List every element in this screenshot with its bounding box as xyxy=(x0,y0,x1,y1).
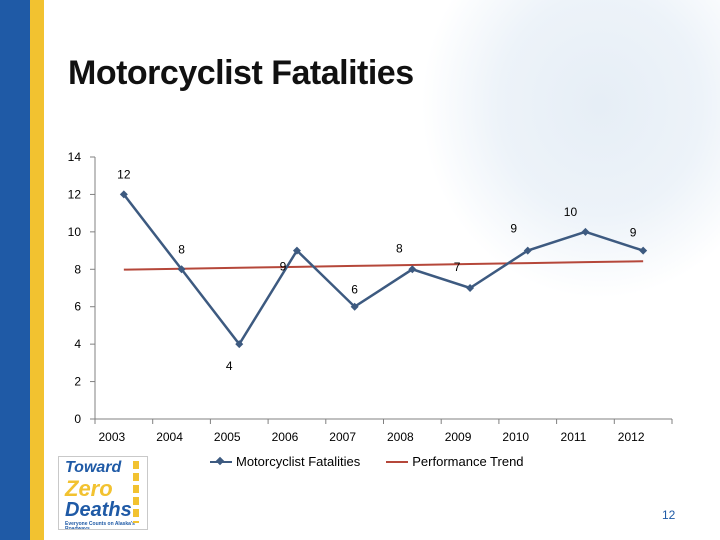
y-tick-label: 12 xyxy=(68,187,82,201)
chart-axes: 0 2 4 6 8 10 12 14 2003 2004 2005 2006 2007 2008 2009 2… xyxy=(68,150,673,444)
logo-line-3: Deaths xyxy=(65,499,132,521)
data-label: 9 xyxy=(630,226,637,240)
logo-road-stripe xyxy=(133,461,139,523)
x-tick-label: 2011 xyxy=(561,430,587,444)
data-label: 8 xyxy=(178,242,185,256)
page-number: 12 xyxy=(662,508,676,522)
logo-tagline: Everyone Counts on Alaska's Roadways xyxy=(65,521,135,530)
legend-item-trend: Performance Trend xyxy=(386,454,524,469)
fatalities-point xyxy=(177,265,186,274)
data-label: 7 xyxy=(454,260,461,274)
fatalities-point xyxy=(639,246,648,255)
y-tick-label: 14 xyxy=(68,150,82,164)
x-tick-label: 2006 xyxy=(272,430,299,444)
logo-line-1: Toward xyxy=(65,459,122,476)
data-label: 12 xyxy=(117,167,131,181)
fatalities-point xyxy=(408,265,417,274)
x-tick-label: 2004 xyxy=(156,430,183,444)
fatalities-point xyxy=(292,246,301,255)
map-watermark xyxy=(420,0,720,300)
fatalities-point xyxy=(523,246,532,255)
data-label: 6 xyxy=(351,283,358,297)
x-tick-label: 2003 xyxy=(98,430,125,444)
fatalities-series xyxy=(119,190,648,349)
slide-title: Motorcyclist Fatalities xyxy=(68,54,414,92)
y-tick-label: 6 xyxy=(74,300,81,314)
logo-line-2: Zero xyxy=(65,476,113,501)
legend-label-trend: Performance Trend xyxy=(412,454,524,469)
legend-item-fatalities: Motorcyclist Fatalities xyxy=(210,454,360,469)
x-tick-label: 2012 xyxy=(618,430,645,444)
fatalities-point xyxy=(581,227,590,236)
x-tick-label: 2005 xyxy=(214,430,241,444)
data-label: 9 xyxy=(280,260,287,274)
y-tick-label: 10 xyxy=(68,225,82,239)
data-label: 9 xyxy=(510,222,517,236)
legend-swatch-trend xyxy=(386,456,409,468)
fatalities-point xyxy=(235,340,244,349)
x-tick-label: 2009 xyxy=(445,430,472,444)
trend-line xyxy=(123,260,644,271)
data-labels: 12 8 4 9 6 8 7 9 10 9 xyxy=(117,167,637,373)
data-label: 10 xyxy=(564,205,578,219)
legend-label-fatalities: Motorcyclist Fatalities xyxy=(236,454,361,469)
x-tick-label: 2008 xyxy=(387,430,414,444)
y-tick-label: 0 xyxy=(74,412,81,426)
data-label: 4 xyxy=(226,359,233,373)
performance-trend-series xyxy=(123,260,644,271)
y-tick-label: 2 xyxy=(74,375,81,389)
fatalities-point xyxy=(350,302,359,311)
fatalities-line xyxy=(122,193,644,347)
chart-legend: Motorcyclist Fatalities Performance Tren… xyxy=(210,454,550,469)
toward-zero-deaths-logo: Toward Zero Deaths Everyone Counts on Al… xyxy=(58,456,148,530)
data-label: 8 xyxy=(396,241,403,255)
fatalities-point xyxy=(466,284,475,292)
x-tick-label: 2007 xyxy=(329,430,356,444)
fatalities-point xyxy=(119,190,128,199)
left-accent-bar xyxy=(0,0,44,540)
y-tick-label: 4 xyxy=(74,337,81,351)
legend-swatch-fatalities xyxy=(210,456,232,468)
x-tick-label: 2010 xyxy=(502,430,529,444)
y-tick-label: 8 xyxy=(74,262,81,276)
